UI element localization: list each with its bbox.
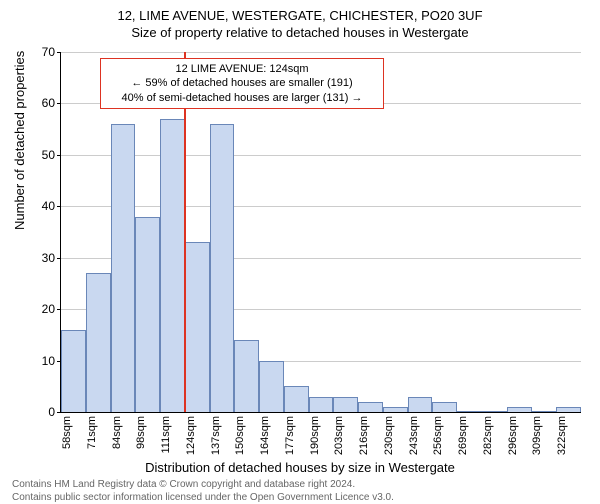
histogram-bar [556, 407, 581, 412]
y-tick-label: 70 [25, 45, 61, 59]
footer-credits: Contains HM Land Registry data © Crown c… [12, 478, 394, 504]
histogram-bar [482, 411, 507, 412]
y-tick-label: 10 [25, 354, 61, 368]
chart-title: 12, LIME AVENUE, WESTERGATE, CHICHESTER,… [0, 0, 600, 23]
y-tick-label: 50 [25, 148, 61, 162]
y-tick-label: 20 [25, 302, 61, 316]
x-tick-label: 111sqm [160, 412, 172, 454]
x-tick-label: 58sqm [61, 412, 73, 449]
x-tick-label: 282sqm [482, 412, 494, 455]
histogram-bar [185, 242, 210, 412]
x-tick-label: 150sqm [234, 412, 246, 455]
x-tick-label: 216sqm [358, 412, 370, 455]
y-tick-label: 30 [25, 251, 61, 265]
x-tick-label: 137sqm [210, 412, 222, 455]
x-tick-label: 98sqm [135, 412, 147, 449]
annotation-line: 40% of semi-detached houses are larger (… [107, 91, 377, 105]
x-tick-label: 84sqm [111, 412, 123, 449]
histogram-bar [160, 119, 185, 412]
x-tick-label: 269sqm [457, 412, 469, 455]
x-tick-label: 296sqm [507, 412, 519, 455]
annotation-line: 12 LIME AVENUE: 124sqm [107, 62, 377, 76]
histogram-bar [457, 411, 482, 412]
y-tick-label: 40 [25, 199, 61, 213]
histogram-bar [111, 124, 136, 412]
histogram-bar [309, 397, 334, 412]
x-tick-label: 164sqm [259, 412, 271, 455]
histogram-bar [210, 124, 235, 412]
histogram-bar [358, 402, 383, 412]
x-axis-label: Distribution of detached houses by size … [0, 460, 600, 475]
y-tick-label: 0 [25, 405, 61, 419]
x-tick-label: 243sqm [408, 412, 420, 455]
x-tick-label: 256sqm [432, 412, 444, 455]
x-tick-label: 124sqm [185, 412, 197, 455]
x-tick-label: 177sqm [284, 412, 296, 455]
annotation-box: 12 LIME AVENUE: 124sqm← 59% of detached … [100, 58, 384, 109]
y-tick-label: 60 [25, 96, 61, 110]
histogram-bar [408, 397, 433, 412]
chart-container: 12, LIME AVENUE, WESTERGATE, CHICHESTER,… [0, 0, 600, 500]
x-tick-label: 190sqm [309, 412, 321, 455]
x-tick-label: 203sqm [333, 412, 345, 455]
histogram-bar [284, 386, 309, 412]
histogram-bar [61, 330, 86, 412]
annotation-line: ← 59% of detached houses are smaller (19… [107, 76, 377, 90]
footer-line-1: Contains HM Land Registry data © Crown c… [12, 478, 394, 491]
histogram-bar [135, 217, 160, 412]
x-tick-label: 322sqm [556, 412, 568, 455]
histogram-bar [507, 407, 532, 412]
histogram-bar [333, 397, 358, 412]
x-tick-label: 71sqm [86, 412, 98, 449]
histogram-bar [234, 340, 259, 412]
x-tick-label: 230sqm [383, 412, 395, 455]
histogram-bar [532, 411, 557, 412]
histogram-bar [432, 402, 457, 412]
x-tick-label: 309sqm [531, 412, 543, 455]
footer-line-2: Contains public sector information licen… [12, 491, 394, 504]
histogram-bar [259, 361, 284, 412]
chart-subtitle: Size of property relative to detached ho… [0, 23, 600, 40]
histogram-bar [383, 407, 408, 412]
histogram-bar [86, 273, 111, 412]
